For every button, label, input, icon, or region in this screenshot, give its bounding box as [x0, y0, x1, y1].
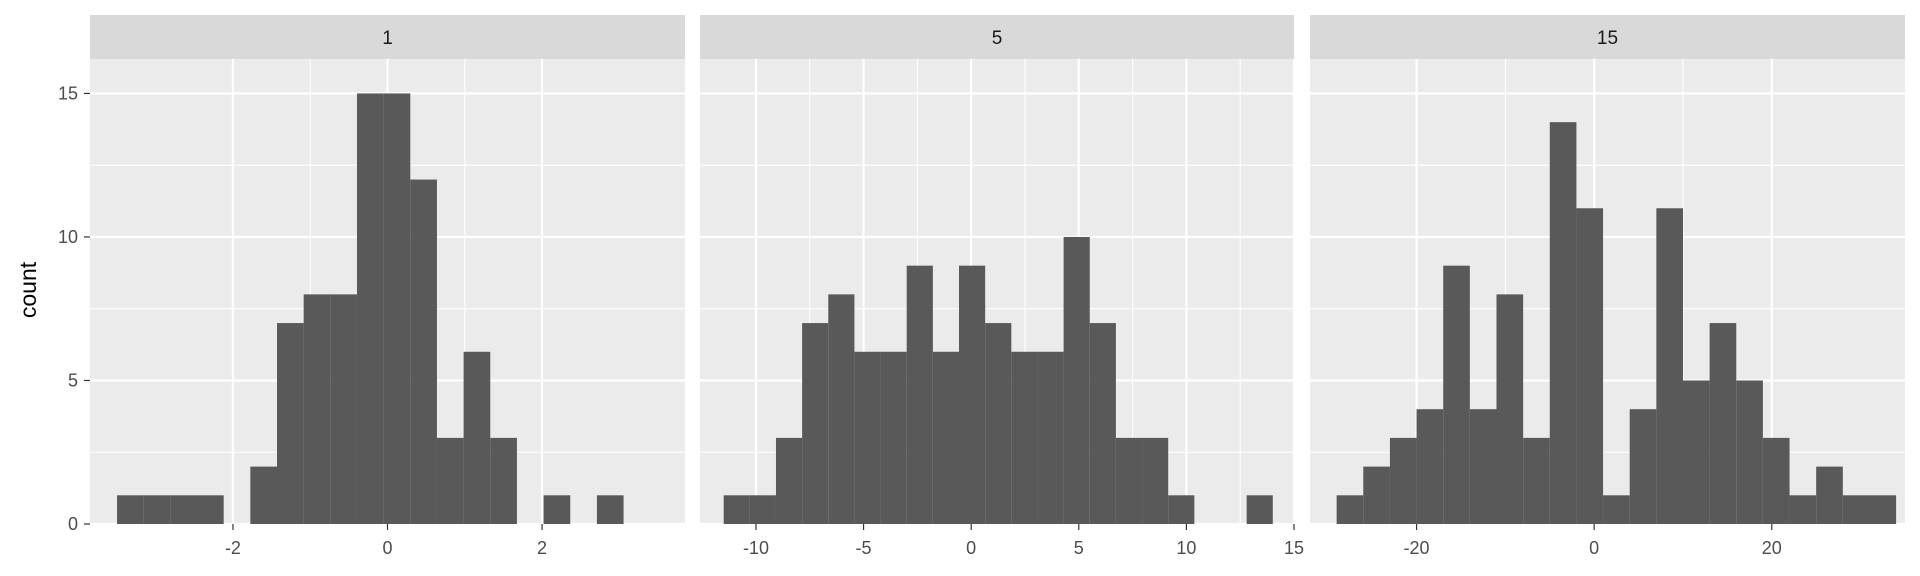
histogram-bar: [1603, 495, 1630, 524]
facet-strip: [90, 15, 685, 59]
histogram-bar: [1789, 495, 1817, 524]
histogram-bar: [723, 495, 750, 524]
histogram-bar: [906, 265, 933, 524]
histogram-bar: [490, 437, 517, 524]
x-tick-label: 2: [537, 538, 547, 558]
histogram-bar: [1736, 380, 1763, 524]
histogram-bar: [356, 93, 384, 524]
histogram-bar: [596, 495, 624, 524]
histogram-bar: [543, 495, 571, 524]
histogram-bar: [117, 495, 144, 524]
histogram-bar: [1115, 437, 1143, 524]
histogram-bar: [277, 323, 304, 524]
y-tick-label: 10: [58, 227, 78, 247]
histogram-bar: [1549, 122, 1577, 525]
histogram-bar: [1762, 437, 1790, 524]
x-tick-label: 0: [382, 538, 392, 558]
histogram-bar: [1389, 437, 1417, 524]
x-tick-label: -20: [1404, 538, 1430, 558]
histogram-bar: [1168, 495, 1195, 524]
histogram-bar: [932, 351, 960, 524]
x-tick-label: 5: [1074, 538, 1084, 558]
histogram-bar: [1709, 323, 1737, 524]
histogram-bar: [197, 495, 224, 524]
x-tick-label: 15: [1284, 538, 1304, 558]
x-tick-label: -5: [856, 538, 872, 558]
histogram-bar: [1037, 351, 1064, 524]
facet-strip-label: 5: [992, 28, 1003, 49]
histogram-bar: [1416, 409, 1444, 524]
histogram-bar: [1576, 208, 1604, 524]
y-axis: 0 5 10 15: [58, 83, 90, 534]
histogram-bar: [1496, 294, 1524, 524]
facet-panel-3: 15 -20 0 20: [1310, 15, 1905, 558]
facet-strip: [1310, 15, 1905, 59]
x-tick-label: 0: [1589, 538, 1599, 558]
histogram-bar: [1011, 351, 1038, 524]
histogram-bar: [1629, 409, 1657, 524]
histogram-bar: [1336, 495, 1364, 524]
histogram-bar: [1816, 466, 1843, 524]
x-tick-label: -10: [743, 538, 769, 558]
histogram-bar: [436, 437, 464, 524]
facet-strip-label: 1: [382, 28, 393, 49]
y-tick-label: 15: [58, 83, 78, 103]
histogram-bar: [1469, 409, 1497, 524]
x-tick-label: -2: [225, 538, 241, 558]
y-axis-title: count: [15, 261, 41, 318]
histogram-bar: [959, 265, 986, 524]
facet-strip: [700, 15, 1294, 59]
y-tick-label: 5: [68, 370, 78, 390]
x-tick-label: 20: [1762, 538, 1782, 558]
histogram-bar: [985, 323, 1012, 524]
histogram-bar: [143, 495, 171, 524]
histogram-bar: [854, 351, 881, 524]
histogram-bar: [303, 294, 331, 524]
facet-strip-label: 15: [1597, 28, 1618, 49]
y-tick-label: 0: [68, 514, 78, 534]
histogram-bar: [1523, 437, 1550, 524]
facet-panel-2: 5 -10 -5 0 5 10 15: [700, 15, 1304, 558]
histogram-bar: [330, 294, 357, 524]
histogram-bar: [1842, 495, 1870, 524]
histogram-bar: [1869, 495, 1897, 524]
histogram-bar: [1089, 323, 1116, 524]
x-tick-label: 10: [1176, 538, 1196, 558]
histogram-bar: [1656, 208, 1683, 524]
histogram-bar: [1142, 437, 1169, 524]
histogram-bar: [1443, 265, 1470, 524]
histogram-bar: [1363, 466, 1390, 524]
facet-panel-1: 1 -2 0 2: [90, 15, 685, 558]
histogram-bar: [383, 93, 411, 524]
histogram-bar: [250, 466, 277, 524]
histogram-bar: [463, 351, 491, 524]
histogram-bar: [410, 179, 437, 525]
histogram-bar: [775, 437, 803, 524]
histogram-bar: [1063, 236, 1090, 525]
histogram-bar: [170, 495, 198, 524]
histogram-bar: [828, 294, 855, 524]
x-tick-label: 0: [966, 538, 976, 558]
histogram-bar: [749, 495, 776, 524]
histogram-bar: [880, 351, 907, 524]
histogram-bar: [1682, 380, 1710, 524]
histogram-bar: [802, 323, 829, 524]
histogram-bar: [1246, 495, 1273, 524]
